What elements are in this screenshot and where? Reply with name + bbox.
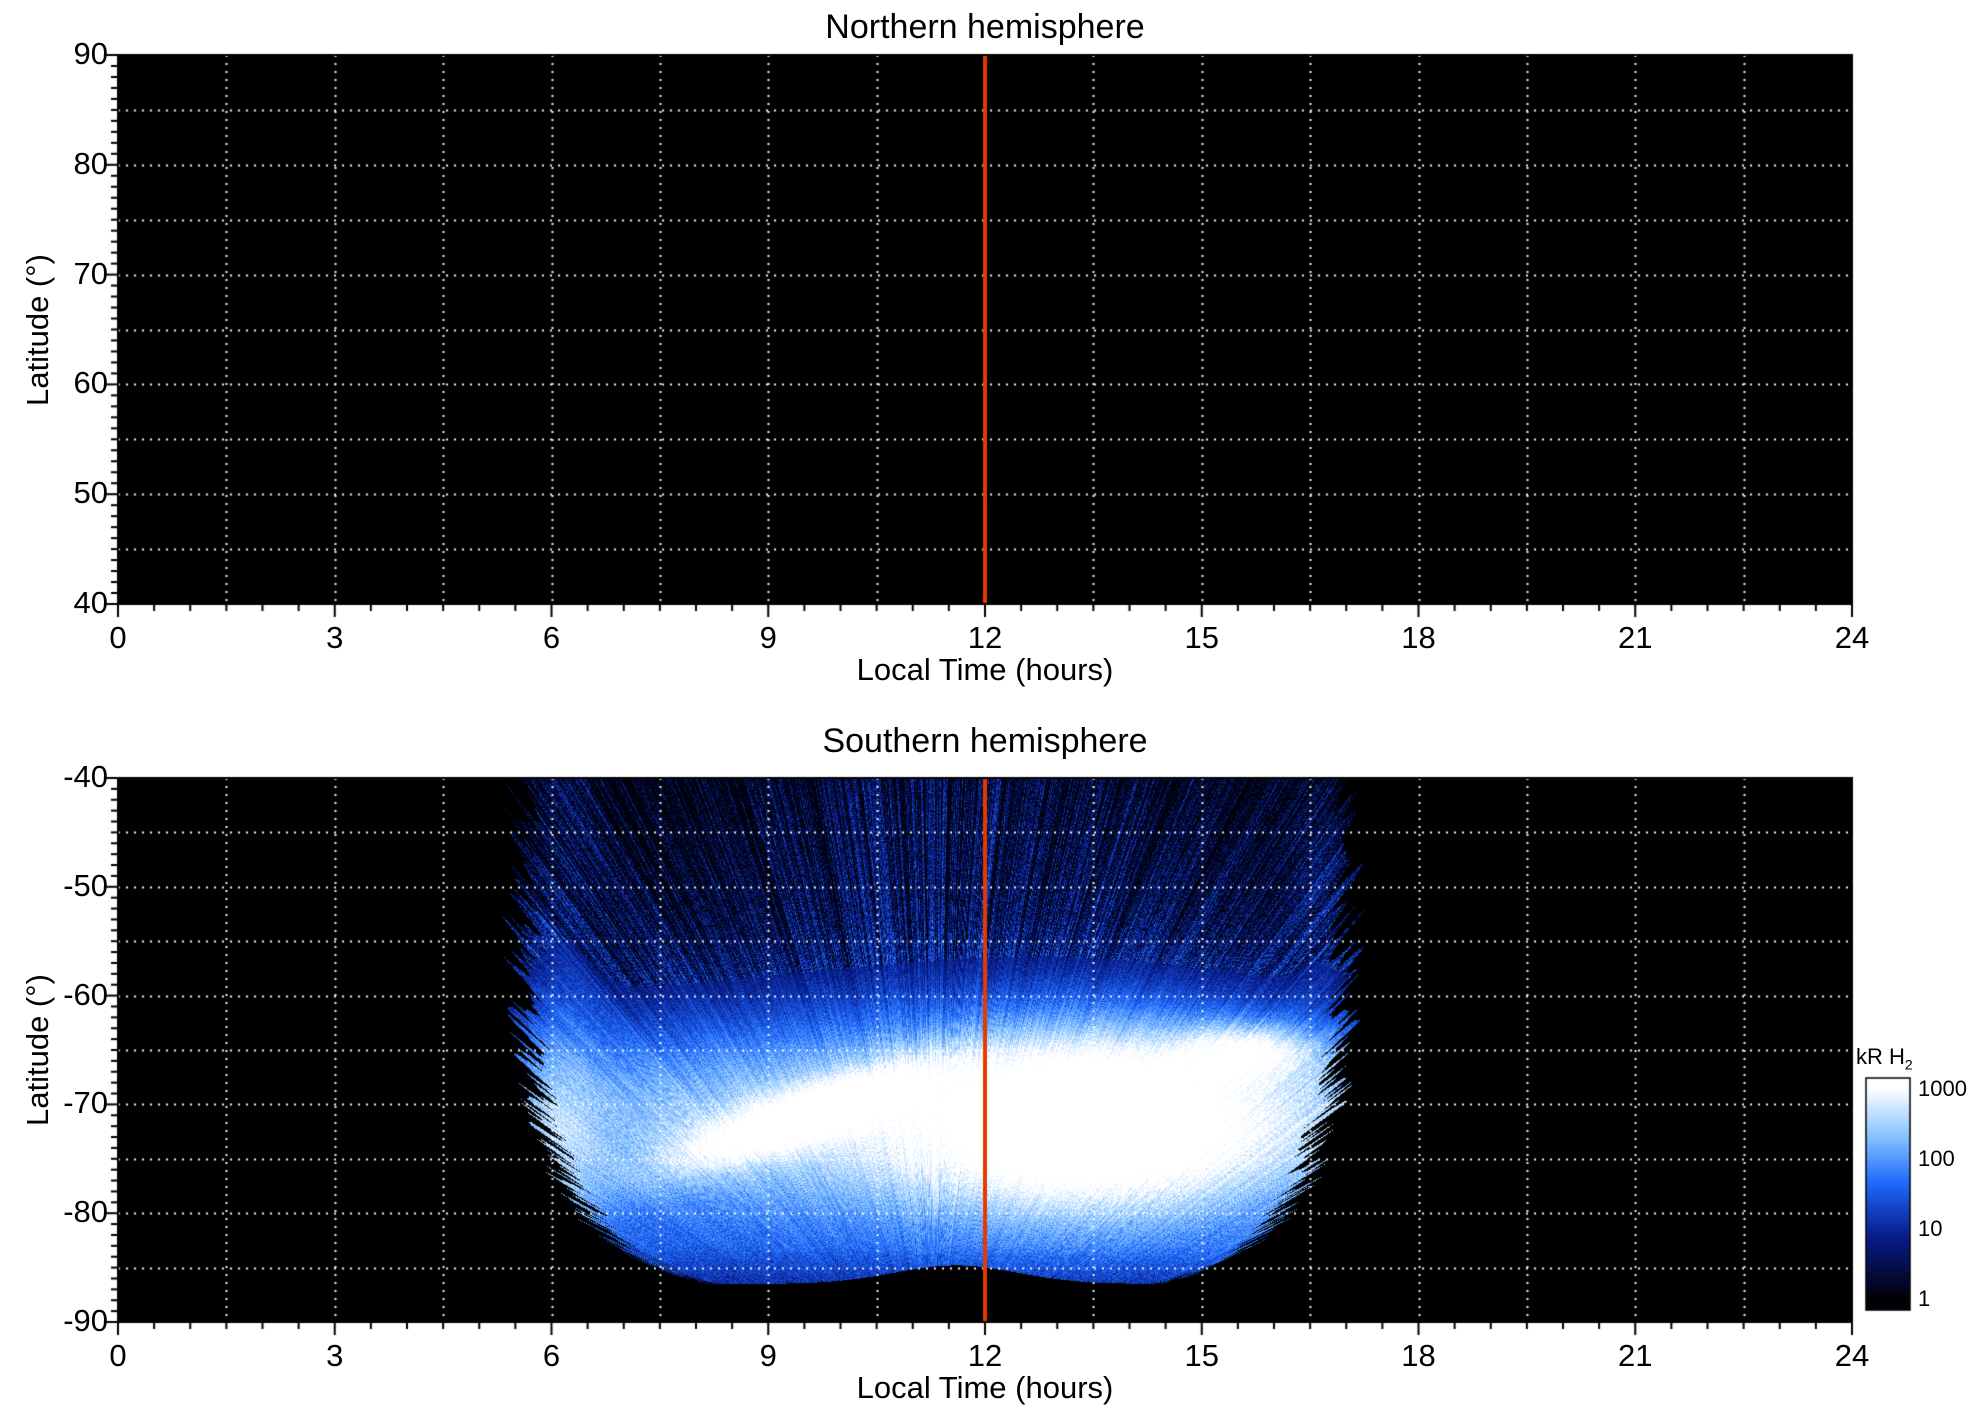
south-x-tick-label: 15 [1184,1338,1219,1373]
colorbar-tick-label: 100 [1918,1145,1955,1171]
south-x-tick-label: 21 [1618,1338,1653,1373]
north-y-tick-label: 90 [73,36,108,71]
north-y-tick-label: 50 [73,475,108,511]
south-x-tick-label: 12 [967,1338,1003,1373]
south-x-tick-label: 6 [542,1338,561,1373]
south-x-tick-label: 18 [1401,1338,1436,1373]
south-y-tick-label: -70 [63,1085,108,1121]
colorbar-label-main: kR H [1856,1044,1905,1069]
north-x-tick-label: 6 [542,620,561,655]
north-y-tick-label: 80 [73,145,108,181]
north-x-tick-label: 21 [1618,620,1653,655]
north-x-tick-label: 9 [759,620,777,655]
south-yaxis-label: Latitude (°) [20,974,55,1126]
south-y-tick-label: -80 [63,1194,108,1230]
north-y-tick-label: 40 [73,585,108,620]
north-x-tick-label: 15 [1184,620,1219,655]
south-x-tick-label: 9 [759,1338,777,1373]
north-x-tick-label: 18 [1401,620,1436,655]
north-panel-title: Northern hemisphere [825,8,1145,46]
south-x-tick-label: 0 [109,1338,127,1373]
south-y-tick-label: -40 [63,759,108,794]
south-x-tick-label: 24 [1834,1338,1870,1373]
north-x-tick-label: 24 [1834,620,1870,655]
north-y-tick-label: 60 [73,365,108,401]
south-y-tick-label: -60 [63,976,108,1012]
colorbar-label: kR H2 [1856,1044,1913,1072]
south-x-tick-label: 3 [326,1338,344,1373]
north-x-tick-label: 0 [109,620,127,655]
south-xaxis-label: Local Time (hours) [856,1370,1114,1405]
south-y-tick-label: -90 [63,1303,108,1338]
north-x-tick-label: 12 [967,620,1003,655]
colorbar-tick-label: 1 [1918,1286,1931,1312]
south-y-tick-label: -50 [63,867,108,903]
colorbar-tick-label: 10 [1918,1216,1943,1242]
north-y-tick-label: 70 [73,255,108,291]
north-xaxis-label: Local Time (hours) [856,652,1114,687]
south-panel-title: Southern hemisphere [822,722,1148,760]
north-yaxis-label: Latitude (°) [20,254,55,406]
north-x-tick-label: 3 [326,620,344,655]
colorbar-label-sub: 2 [1904,1056,1913,1073]
colorbar-tick-label: 1000 [1918,1075,1967,1101]
